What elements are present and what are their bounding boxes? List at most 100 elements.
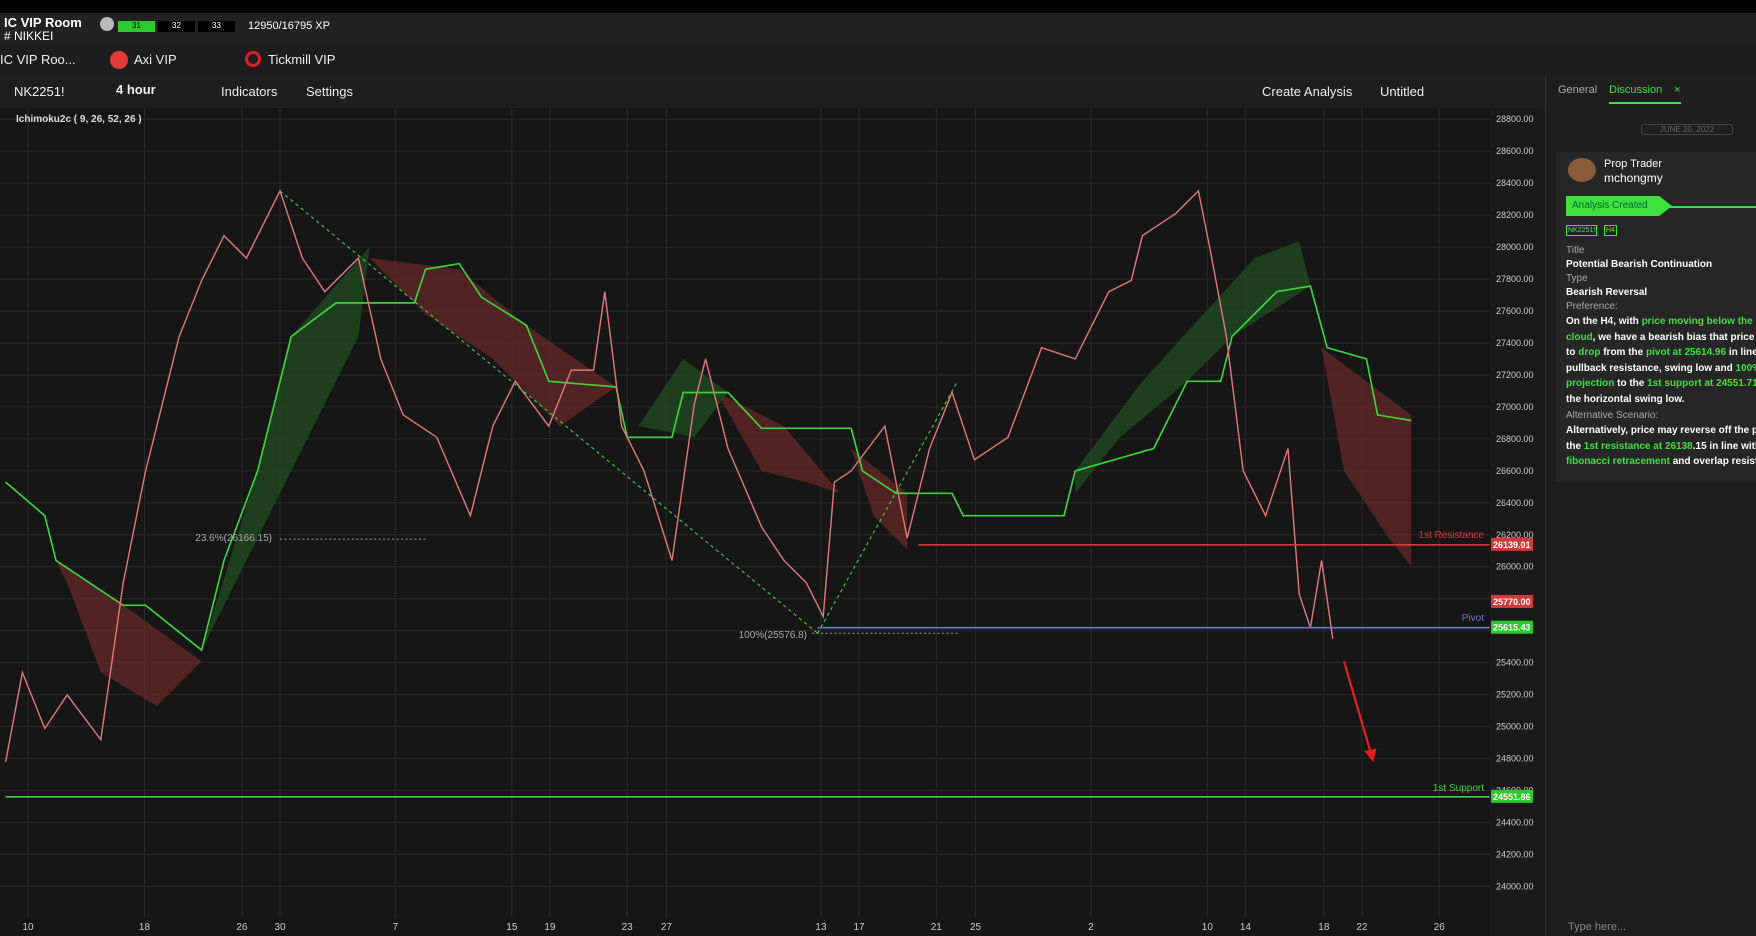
type: Bearish Reversal xyxy=(1566,287,1648,298)
text-segment: to the xyxy=(1614,378,1648,389)
date-tick: 23 xyxy=(622,922,634,933)
date-tick: 14 xyxy=(1240,922,1252,933)
badge-icon xyxy=(100,17,114,31)
text-line: the 1st resistance at 26138.15 in line w… xyxy=(1566,441,1756,452)
pivot-label: Pivot xyxy=(1462,613,1484,624)
date: JUNE 20, 2022 xyxy=(1641,124,1733,135)
text-segment: cloud xyxy=(1566,331,1593,343)
tag: NK2251! xyxy=(1566,225,1598,236)
date-tick: 26 xyxy=(1434,922,1446,933)
close[interactable]: × xyxy=(1674,84,1681,96)
price-tick: 26200.00 xyxy=(1496,530,1534,540)
user: mchongmy xyxy=(1604,171,1663,185)
fib-line xyxy=(279,190,818,634)
price-tick: 26000.00 xyxy=(1496,562,1534,572)
date-tick: 25 xyxy=(970,922,982,933)
layout[interactable]: Untitled xyxy=(1380,84,1425,99)
date-tick: 17 xyxy=(853,922,865,933)
price-tick: 28800.00 xyxy=(1496,114,1534,124)
price-tag-label: 24551.86 xyxy=(1493,792,1531,802)
price-axis xyxy=(1490,108,1543,936)
cloud xyxy=(638,358,728,438)
room: IC VIP Room xyxy=(4,15,82,30)
symbol[interactable]: NK2251! xyxy=(14,84,65,99)
settings[interactable]: Settings xyxy=(306,84,353,99)
text-segment: fibonacci retracement xyxy=(1566,456,1670,467)
price-tag xyxy=(1491,594,1533,608)
text-segment: from the xyxy=(1600,347,1646,358)
text-line: the horizontal swing low. xyxy=(1566,394,1685,405)
price-tick: 27200.00 xyxy=(1496,370,1534,380)
price-tick: 28000.00 xyxy=(1496,242,1534,252)
cloud xyxy=(716,392,840,494)
price-tag xyxy=(1491,620,1533,634)
indicators[interactable]: Indicators xyxy=(221,84,278,99)
price-tick: 27000.00 xyxy=(1496,402,1534,412)
price-tick: 24200.00 xyxy=(1496,849,1534,859)
text-line: On the H4, with price moving below the i… xyxy=(1566,316,1756,327)
label: Type xyxy=(1566,273,1588,284)
cloud xyxy=(56,560,202,707)
top-strip xyxy=(0,0,1756,13)
axi-logo xyxy=(110,51,128,69)
tabs: IC VIP Roo... Axi VIP Tickmill VIP xyxy=(0,45,1756,77)
price-tick: 26400.00 xyxy=(1496,498,1534,508)
tab[interactable]: Discussion xyxy=(1609,84,1663,96)
tab[interactable]: IC VIP Roo... xyxy=(0,52,76,67)
arrowhead xyxy=(1364,748,1377,763)
price-tick: 25400.00 xyxy=(1496,658,1534,668)
text-segment: , we have a bearish bias that price will… xyxy=(1592,331,1756,343)
create-analysis[interactable]: Create Analysis xyxy=(1262,84,1353,99)
header: IC VIP Room # NIKKEI 31 32 33 12950/1679… xyxy=(0,13,1756,45)
level: 31 xyxy=(118,21,155,32)
status: Analysis Created xyxy=(1566,196,1672,216)
text-segment: the xyxy=(1566,440,1584,452)
text-line: to drop from the pivot at 25614.96 in li… xyxy=(1566,347,1756,358)
tab[interactable]: General xyxy=(1558,84,1598,96)
input[interactable]: Type here... xyxy=(1568,921,1627,933)
label: Title xyxy=(1566,245,1585,256)
date-tick: 22 xyxy=(1356,922,1368,933)
price-tag xyxy=(1491,789,1533,803)
text-line: fibonacci retracement and overlap resist… xyxy=(1566,456,1756,467)
cloud xyxy=(369,258,616,427)
price-tag-label: 25770.00 xyxy=(1493,597,1531,607)
price-tag-label: 25615.43 xyxy=(1493,623,1531,633)
price-tick: 26600.00 xyxy=(1496,466,1534,476)
date-tick: 15 xyxy=(506,922,518,933)
text-line: Alternatively, price may reverse off the… xyxy=(1566,425,1756,436)
level: 33 xyxy=(198,21,235,32)
date-tick: 7 xyxy=(393,922,399,933)
date-tick: 18 xyxy=(139,922,151,933)
date-tick: 21 xyxy=(931,922,943,933)
text-segment: On the H4, with xyxy=(1566,316,1642,327)
cloud xyxy=(1075,241,1311,494)
text-segment: and overlap resistanc xyxy=(1672,456,1756,467)
price-tick: 28600.00 xyxy=(1496,146,1534,156)
xp: 12950/16795 XP xyxy=(248,20,330,32)
interval[interactable]: 4 hour xyxy=(116,82,156,97)
text-line: cloud, we have a bearish bias that price… xyxy=(1566,332,1756,343)
text-line: pullback resistance, swing low and 100% … xyxy=(1566,363,1756,374)
cloud xyxy=(201,246,370,651)
date-tick: 27 xyxy=(661,922,673,933)
text-segment: 1st resistance at 26138 xyxy=(1583,440,1693,452)
fib-label: 100%(25576.8) xyxy=(739,630,807,641)
discussion-panel: General Discussion × JUNE 20, 2022 Prop … xyxy=(1545,76,1756,936)
date-tick: 10 xyxy=(1202,922,1214,933)
text-segment: 1st support at 24551.71 xyxy=(1647,378,1756,389)
price-tick: 26800.00 xyxy=(1496,434,1534,444)
tab[interactable]: Tickmill VIP xyxy=(268,52,336,67)
chart-bg xyxy=(0,108,1543,936)
fib-label: 23.6%(26166.15) xyxy=(195,533,272,544)
tab[interactable]: Axi VIP xyxy=(134,52,177,67)
date-tick: 26 xyxy=(236,922,248,933)
text-segment: in line wit xyxy=(1728,347,1756,358)
resistance-label: 1st Resistance xyxy=(1418,530,1484,541)
date-tick: 18 xyxy=(1318,922,1330,933)
cloud xyxy=(1321,347,1412,567)
date-tick: 13 xyxy=(815,922,827,933)
price-tag xyxy=(1491,537,1533,551)
text-segment: .15 in line with xyxy=(1692,440,1756,452)
label: Preference: xyxy=(1566,301,1618,312)
